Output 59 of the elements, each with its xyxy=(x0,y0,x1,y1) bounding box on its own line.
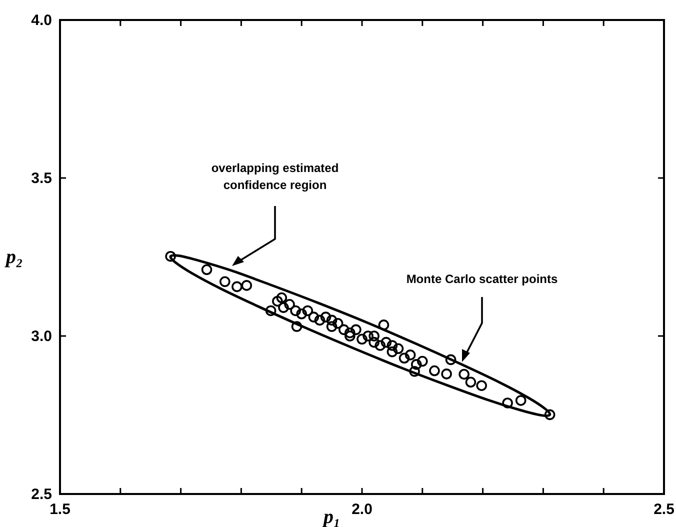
y-tick-label: 3.5 xyxy=(31,170,52,187)
point xyxy=(404,350,416,360)
y-axis-title: p₂ xyxy=(4,246,23,268)
x-tick-label: 2.0 xyxy=(352,501,372,518)
point xyxy=(458,368,470,380)
point xyxy=(302,305,314,316)
point xyxy=(356,334,368,345)
point xyxy=(278,302,289,313)
point xyxy=(291,321,302,332)
point xyxy=(417,356,428,367)
point xyxy=(314,314,326,326)
point xyxy=(445,354,456,366)
point xyxy=(476,380,487,392)
point xyxy=(344,327,356,338)
point xyxy=(350,324,362,336)
y-tick-label: 2.5 xyxy=(31,486,52,503)
point xyxy=(368,330,380,342)
point xyxy=(338,324,350,336)
point xyxy=(465,376,476,388)
point xyxy=(290,305,301,316)
point xyxy=(368,336,380,348)
y-tick-label: 4.0 xyxy=(31,12,52,29)
annotation: overlapping estimated confidence region xyxy=(211,161,339,192)
x-axis-title: p₁ xyxy=(322,506,340,527)
point xyxy=(378,320,390,330)
point xyxy=(232,281,242,292)
point xyxy=(344,330,356,342)
point xyxy=(272,296,283,307)
point xyxy=(380,336,392,348)
point xyxy=(544,409,556,420)
point xyxy=(386,340,398,351)
x-tick-label: 1.5 xyxy=(50,501,70,518)
point xyxy=(515,395,526,406)
point xyxy=(386,346,398,358)
point xyxy=(326,321,338,332)
point xyxy=(165,250,176,262)
y-tick-label: 3.0 xyxy=(31,328,52,345)
point xyxy=(362,330,374,342)
point xyxy=(284,299,295,310)
x-tick-label: 2.5 xyxy=(654,501,674,518)
point xyxy=(409,366,420,377)
point xyxy=(308,312,320,322)
point xyxy=(429,365,440,376)
point xyxy=(296,308,307,320)
point xyxy=(410,359,422,370)
point xyxy=(201,264,212,276)
point xyxy=(502,398,513,408)
annotation: Monte Carlo scatter points xyxy=(406,272,558,286)
point xyxy=(265,305,276,316)
point xyxy=(441,368,452,380)
point xyxy=(320,312,332,322)
point xyxy=(398,352,410,364)
point xyxy=(241,280,252,291)
point xyxy=(332,318,344,329)
point xyxy=(276,292,288,304)
point xyxy=(374,340,386,351)
point xyxy=(219,276,230,288)
point xyxy=(326,314,338,326)
point xyxy=(392,343,404,354)
